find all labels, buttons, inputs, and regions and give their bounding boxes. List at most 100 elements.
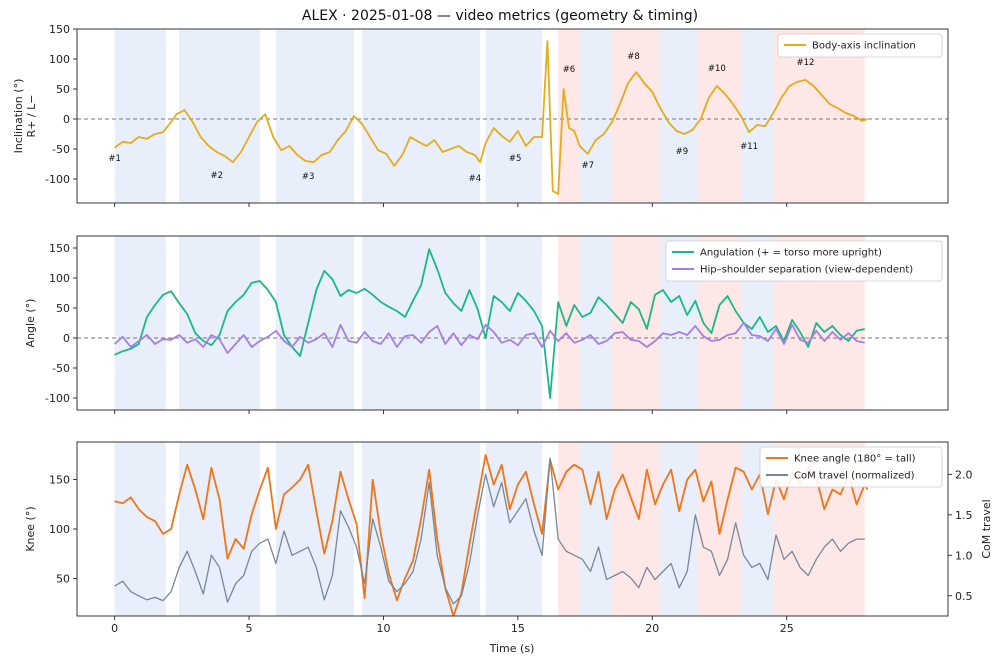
y-tick-label-1: 50 xyxy=(56,572,70,585)
panel-2: -100 -50 0 50 100 150 Angle (°) Angulation (+ =… xyxy=(24,235,949,414)
series-line-1 xyxy=(114,454,869,616)
y-tick-label-1: -100 xyxy=(45,392,70,405)
segment-band-3 xyxy=(275,29,354,203)
series-line-1 xyxy=(114,40,868,195)
legend-entry-1: Angulation (+ = torso more upright) xyxy=(700,248,882,259)
legend-entry-1: Body-axis inclination xyxy=(812,41,916,52)
y-tick-label-5: 100 xyxy=(49,53,70,66)
y-axis-label-3: Knee (°) xyxy=(24,506,37,551)
segment-band-6 xyxy=(558,29,580,203)
y-axis-label-line: Inclination (°) xyxy=(12,79,25,154)
segment-band-4 xyxy=(361,442,481,616)
segment-band-8 xyxy=(611,442,661,616)
legend-entry-2: CoM travel (normalized) xyxy=(794,471,915,482)
segment-label-5: #5 xyxy=(509,154,522,164)
segment-band-8 xyxy=(611,29,661,203)
legend-entry-1: Knee angle (180° = tall) xyxy=(794,454,916,465)
x-tick-label-1: 0 xyxy=(111,622,118,635)
panel-frame xyxy=(76,28,949,204)
segment-label-7: #7 xyxy=(582,161,595,171)
legend-box xyxy=(759,446,943,488)
series-lines xyxy=(114,248,865,399)
segment-band-5 xyxy=(485,236,543,410)
y-tick-label-3: 0 xyxy=(63,332,70,345)
y-tick-label-1: -100 xyxy=(45,173,70,186)
segment-band-2 xyxy=(179,442,260,616)
panel-3: 0 5 10 15 20 25 50 100 150 0.5 1.0 1.5 2.0 Knee (°) Co… xyxy=(24,441,993,635)
y-tick-label-4: 50 xyxy=(56,302,70,315)
y-axis-label-2: Angle (°) xyxy=(24,299,37,348)
segment-band-11 xyxy=(741,29,774,203)
legend-box xyxy=(665,240,943,282)
segment-band-7 xyxy=(579,29,612,203)
y-axis-label-1: Inclination (°)R+ / L− xyxy=(12,79,38,154)
y-tick-label-5: 100 xyxy=(49,272,70,285)
x-tick-label-2: 5 xyxy=(246,622,253,635)
segment-band-1 xyxy=(114,29,166,203)
x-tick-label-3: 10 xyxy=(376,622,390,635)
segment-label-10: #10 xyxy=(708,64,726,74)
x-axis-label: Time (s) xyxy=(489,642,535,655)
panels: #1#2 #3 #4#5#6#7#8#9#10#11#12-100-50050100… xyxy=(12,23,993,635)
x-tick-label-4: 15 xyxy=(511,622,525,635)
y-tick-label-6: 150 xyxy=(49,23,70,36)
series-line-2 xyxy=(114,457,865,605)
segment-band-1 xyxy=(114,236,166,410)
segment-shading xyxy=(114,236,865,410)
y-tick-label-3: 0 xyxy=(63,113,70,126)
y-tick-label-4: 50 xyxy=(56,83,70,96)
segment-band-3 xyxy=(275,236,354,410)
legend-entry-2: Hip–shoulder separation (view-dependent) xyxy=(700,265,913,276)
legend: Body-axis inclination xyxy=(777,33,943,58)
y-tick-label-2: -50 xyxy=(52,362,70,375)
x-tick-label-5: 20 xyxy=(645,622,659,635)
y2-axis-label: CoM travel xyxy=(980,499,993,558)
segment-label-12: #12 xyxy=(797,58,815,68)
segment-band-1 xyxy=(114,442,166,616)
series-line-2 xyxy=(114,322,865,354)
segment-label-2: #2 xyxy=(211,171,224,181)
series-lines xyxy=(114,40,868,195)
segment-band-10 xyxy=(697,29,742,203)
y-tick-label-2: 100 xyxy=(49,523,70,536)
y-tick-label-2: -50 xyxy=(52,143,70,156)
segment-band-7 xyxy=(579,442,612,616)
x-tick-label-6: 25 xyxy=(780,622,794,635)
segment-band-6 xyxy=(558,236,580,410)
legend: Angulation (+ = torso more upright) Hip–s… xyxy=(665,240,943,282)
panel-frame xyxy=(76,235,949,411)
segment-shading xyxy=(114,29,865,203)
segment-band-2 xyxy=(179,236,260,410)
segment-label-4: #4 xyxy=(469,174,482,184)
segment-band-4 xyxy=(361,236,481,410)
y-axis-label-line: Knee (°) xyxy=(24,506,37,551)
panel-1: #1 #2 #3 #4 #5 #6 #7 #8 #9 #10 #11 #12 -100 -50 0 50 100… xyxy=(12,23,949,207)
y2-tick-label-4: 2.0 xyxy=(955,468,973,481)
segment-band-2 xyxy=(179,29,260,203)
segment-label-8: #8 xyxy=(627,52,640,62)
segment-band-5 xyxy=(485,442,543,616)
y2-tick-label-1: 0.5 xyxy=(955,590,973,603)
segment-band-12 xyxy=(773,29,865,203)
segment-band-5 xyxy=(485,29,543,203)
segment-band-6 xyxy=(558,442,580,616)
y-axis-label-line: Angle (°) xyxy=(24,299,37,348)
y-tick-label-3: 150 xyxy=(49,474,70,487)
y-axis-label-line: R+ / L− xyxy=(25,95,38,138)
y-tick-label-6: 150 xyxy=(49,242,70,255)
legend-box xyxy=(777,33,943,58)
y2-tick-label-3: 1.5 xyxy=(955,509,973,522)
segment-label-1: #1 xyxy=(108,154,121,164)
segment-band-9 xyxy=(660,29,698,203)
series-lines xyxy=(114,454,869,616)
chart-title: ALEX · 2025-01-08 — video metrics (geome… xyxy=(302,8,698,24)
series-line-1 xyxy=(114,248,865,399)
segment-label-11: #11 xyxy=(740,142,758,152)
segment-band-3 xyxy=(275,442,354,616)
legend: Knee angle (180° = tall) CoM travel (norm… xyxy=(759,446,943,488)
segment-band-4 xyxy=(361,29,481,203)
segment-label-3: #3 xyxy=(302,172,315,182)
segment-band-7 xyxy=(579,236,612,410)
segment-band-9 xyxy=(660,442,698,616)
